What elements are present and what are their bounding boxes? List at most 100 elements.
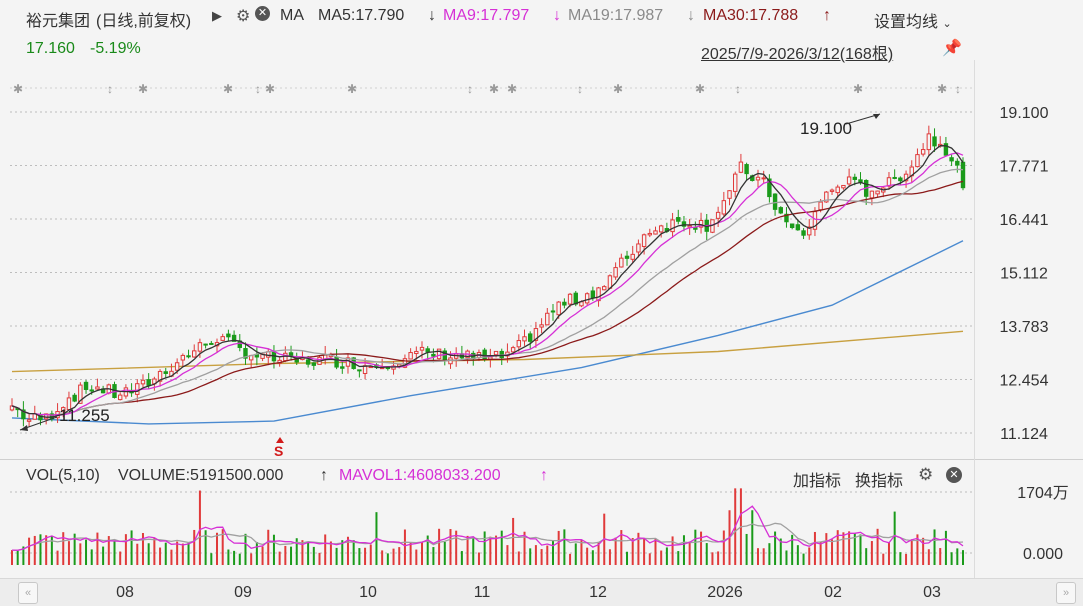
volume-bar [96,532,99,565]
long-ma-blue-line [11,240,964,425]
volume-bar [164,542,167,565]
candle [550,303,556,321]
volume-bar [813,531,816,565]
candle [829,188,835,195]
candle [932,128,937,152]
candle [715,206,721,227]
volume-bar [28,537,31,565]
volume-bar [318,552,321,565]
gear-icon[interactable]: ⚙ [236,8,251,25]
candle [334,348,339,370]
volume-bar [688,541,691,565]
indicator-gear-icon[interactable]: ⚙ [918,465,934,484]
candle [300,351,305,361]
candle [613,262,618,280]
candle [619,253,624,268]
volume-bar [141,533,144,565]
event-marker: ✱ [853,82,863,96]
close-icon[interactable]: ✕ [255,6,270,21]
volume-bar [870,541,873,565]
mavol1-line [11,505,964,551]
candle [180,353,186,367]
pin-icon[interactable]: 📌 [942,40,962,57]
candle [248,354,254,369]
event-marker: ✱ [489,82,499,96]
switch-indicator-button[interactable]: 换指标 [855,473,904,490]
indicator-close-icon[interactable]: ✕ [946,467,962,483]
add-indicator-button[interactable]: 加指标 [793,473,842,490]
candle [636,239,641,258]
volume-bar [802,553,805,565]
price-chart[interactable]: ✱ ↕ ✱ ✱ ↕ ✱ ✱ ↕ ✱ ✱ ↕ ✱ ✱ ↕ ✱ ✱ ↕ 19.100 17.771 16.441 15.1… [0,0,1083,578]
ma-settings-label: 设置均线 [874,14,939,31]
volume-bar [762,548,765,565]
candle [624,250,630,266]
volume-bar [574,543,577,565]
volume-bar [39,534,42,565]
volume-bar [398,547,401,565]
volume-bar [198,490,201,565]
volume-bar [130,530,133,565]
candle [419,341,425,359]
volume-bar [540,549,543,565]
candle [892,169,897,180]
candle [442,348,447,366]
candle [311,362,317,370]
candle [197,338,203,358]
high-annotation: 19.100 [800,119,852,138]
candle [909,160,914,183]
play-icon[interactable]: ▶ [212,8,222,23]
volume-bar [905,553,908,565]
volume-arrow: ↑ [320,467,328,484]
volume-bar [466,535,469,565]
candle [915,148,920,168]
ma30-value: MA30:17.788 [703,7,799,24]
scroll-left-button[interactable]: « [18,582,38,604]
volume-tick-label: 0.000 [1023,546,1063,563]
candle [772,193,778,216]
volume-bar [671,536,674,565]
price-change: -5.19% [90,40,141,57]
volume-bar [660,550,663,565]
candle [755,169,761,188]
candle [653,226,658,235]
volume-bar [67,541,70,565]
volume-tick-labels: 1704万 0.000 [1017,485,1069,563]
scroll-right-button[interactable]: » [1056,582,1076,604]
candle [459,345,465,360]
volume-bar [107,536,110,565]
volume-bar [717,551,720,565]
volume-bar [882,553,885,565]
candle [15,407,20,418]
volume-bar [819,541,822,565]
mavol-arrow: ↑ [540,467,548,484]
x-tick-2026: 2026 [707,584,743,601]
event-marker: ✱ [265,82,275,96]
candle [863,179,869,205]
volume-bar [358,548,361,565]
x-tick-11: 11 [473,584,491,601]
short-ma-lines [11,145,964,418]
candle [271,345,277,369]
candle [841,184,846,190]
volume-bar [346,536,349,565]
volume-bar [665,547,668,565]
volume-bar [893,511,896,565]
volume-bar [329,541,332,565]
volume-bar [267,529,270,565]
price-tick-label: 19.100 [1000,105,1049,122]
ma-settings-button[interactable]: 设置均线 ⌄ [874,8,952,32]
candle [266,348,271,366]
candle [807,219,812,240]
x-tick-10: 10 [359,584,377,601]
candle [733,171,738,198]
candle [738,153,744,174]
volume-bar [876,528,879,565]
price-tick-label: 16.441 [1000,212,1049,229]
volume-bar [489,536,492,565]
chart-mode: (日线,前复权) [96,13,192,30]
x-axis: « » 08 09 10 11 12 2026 02 03 [0,578,1083,606]
volume-bar [853,533,856,565]
sell-marker[interactable]: S [274,437,284,459]
date-range[interactable]: 2025/7/9-2026/3/12(168根) [701,46,894,63]
